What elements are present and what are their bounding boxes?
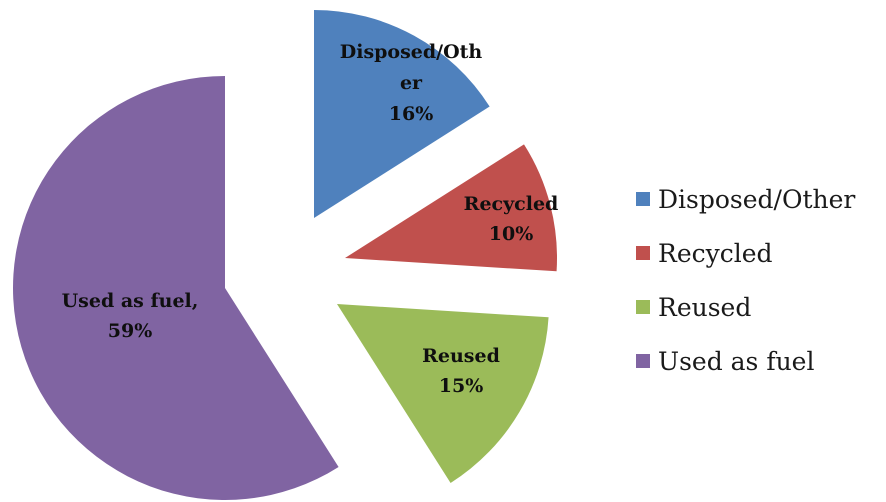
legend-label: Disposed/Other xyxy=(658,184,856,214)
data-label-reused: Reused 15% xyxy=(422,345,500,397)
legend-swatch xyxy=(636,300,650,314)
legend: Disposed/Other Recycled Reused Used as fuel xyxy=(636,172,855,388)
legend-swatch xyxy=(636,354,650,368)
data-label-disposed-other: Disposed/Oth er 16% xyxy=(340,41,483,125)
legend-label: Reused xyxy=(658,292,752,322)
legend-item-recycled: Recycled xyxy=(636,226,855,280)
data-label-used-as-fuel: Used as fuel, 59% xyxy=(62,290,199,342)
pie-slice-recycled xyxy=(345,144,558,272)
pie-labels: Disposed/Oth er 16% Recycled 10% Reused 15% Use… xyxy=(62,41,559,397)
legend-label: Used as fuel xyxy=(658,346,815,376)
legend-swatch xyxy=(636,246,650,260)
pie-slice-used-as-fuel xyxy=(13,76,339,500)
pie-slice-reused xyxy=(337,304,549,483)
pie-slice-disposed-other xyxy=(314,10,490,218)
legend-item-used-as-fuel: Used as fuel xyxy=(636,334,855,388)
legend-swatch xyxy=(636,192,650,206)
legend-item-reused: Reused xyxy=(636,280,855,334)
legend-label: Recycled xyxy=(658,238,773,268)
data-label-recycled: Recycled 10% xyxy=(464,193,559,245)
legend-item-disposed-other: Disposed/Other xyxy=(636,172,855,226)
pie-slices xyxy=(13,10,558,500)
